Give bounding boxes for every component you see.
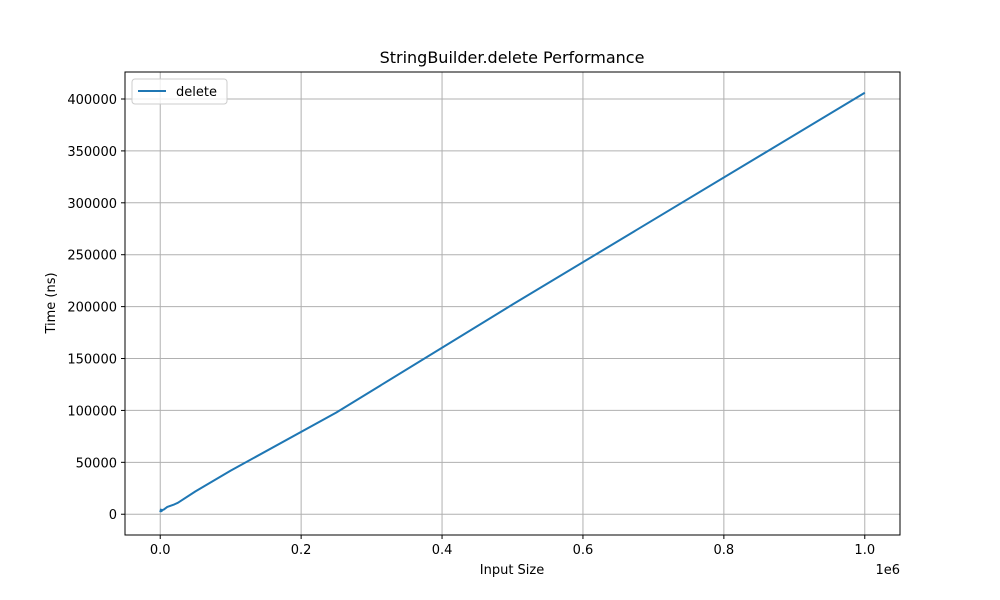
legend-label: delete	[176, 85, 217, 100]
x-axis-label: Input Size	[480, 563, 544, 578]
plot-frame	[124, 71, 901, 536]
x-axis-offset-label: 1e6	[875, 563, 900, 578]
plot-lines	[159, 91, 866, 513]
legend: delete	[131, 78, 228, 105]
x-tick-label: 0.4	[432, 543, 453, 558]
y-tick-label: 300000	[67, 197, 117, 212]
x-tick-label: 0.2	[291, 543, 312, 558]
x-tick-label: 0.6	[573, 543, 594, 558]
y-tick-label: 350000	[67, 145, 117, 160]
series-line-delete	[159, 91, 866, 513]
y-axis-label: Time (ns)	[44, 272, 59, 334]
grid-lines	[125, 72, 900, 535]
x-tick-label: 0.0	[150, 543, 171, 558]
chart-title: StringBuilder.delete Performance	[380, 48, 645, 67]
x-tick-label: 1.0	[854, 543, 875, 558]
axis-ticks: 0.0 0.2 0.4 0.6 0.8 1.0 0 50000 100000 150000 2000…	[67, 93, 875, 558]
y-tick-label: 400000	[67, 93, 117, 108]
y-tick-label: 50000	[76, 456, 117, 471]
legend-box	[131, 78, 228, 105]
y-tick-label: 150000	[67, 353, 117, 368]
y-tick-label: 0	[109, 508, 117, 523]
y-tick-label: 100000	[67, 404, 117, 419]
y-tick-label: 200000	[67, 301, 117, 316]
y-tick-label: 250000	[67, 249, 117, 264]
x-tick-label: 0.8	[714, 543, 735, 558]
